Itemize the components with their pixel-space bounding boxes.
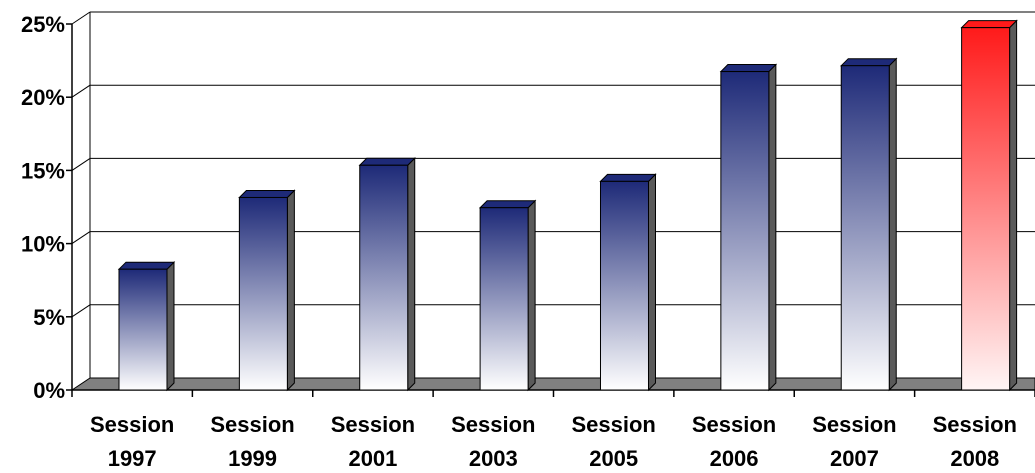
bar-front (599, 180, 649, 391)
bar-front (238, 196, 288, 391)
x-tick-label: Session (692, 412, 776, 437)
x-tick-label: Session (812, 412, 896, 437)
bar-side (286, 189, 295, 392)
bar-top (840, 58, 898, 67)
bar-front (359, 164, 409, 391)
x-tick-label: 1999 (228, 446, 277, 471)
x-tick-label: Session (451, 412, 535, 437)
bar-side (527, 199, 536, 392)
bar-side (1009, 19, 1018, 392)
x-tick-label: Session (210, 412, 294, 437)
gridline-side-10 (71, 231, 91, 245)
y-tick-label: 20% (21, 85, 65, 110)
bar-session-2003 (478, 199, 537, 392)
gridline-side-5 (71, 304, 91, 318)
x-tick-label: 2008 (950, 446, 999, 471)
x-tick-label: 2001 (348, 446, 397, 471)
bar-side (647, 173, 656, 392)
bar-session-2006 (719, 63, 778, 392)
y-tick-label: 25% (21, 12, 65, 37)
gridline-side-15 (71, 157, 91, 171)
x-tick-label: 2006 (710, 446, 759, 471)
bar-session-2008 (960, 19, 1018, 392)
gridline-side-25 (71, 11, 91, 25)
bar-top (960, 20, 1018, 29)
x-tick-label: Session (90, 412, 174, 437)
y-tick-label: 15% (21, 158, 65, 183)
bar-top (599, 173, 657, 182)
bar-top (478, 200, 537, 209)
bar-side (888, 57, 897, 392)
labels: 0% 5% 10% 15% 20% 25% Session 1997 Session 1999 Se… (21, 12, 1017, 471)
bar-session-2007 (840, 57, 898, 392)
bar-front (840, 65, 890, 391)
bar-side (166, 260, 175, 392)
bar-front (720, 71, 770, 391)
bar-side (407, 157, 416, 392)
bar-top (238, 189, 296, 198)
bar-top (719, 64, 778, 73)
bar-session-2001 (358, 157, 416, 392)
y-tick-label: 10% (21, 232, 65, 257)
bars (117, 19, 1018, 392)
x-tick-label: Session (572, 412, 656, 437)
bar-session-1997 (117, 260, 176, 392)
bar-front (479, 207, 529, 391)
bar-side (768, 63, 777, 392)
x-tick-label: Session (933, 412, 1017, 437)
gridline-side-20 (71, 84, 91, 98)
bar-session-1999 (238, 189, 296, 392)
y-tick-label: 5% (33, 305, 65, 330)
bar-top (117, 261, 176, 270)
bar-front (961, 27, 1011, 391)
x-tick-label: 2007 (830, 446, 879, 471)
bar-front (118, 268, 168, 391)
x-tick-label: 2003 (469, 446, 518, 471)
bar-session-2005 (599, 173, 657, 392)
y-tick-label: 0% (33, 378, 65, 403)
x-tick-label: Session (331, 412, 415, 437)
bar-top (358, 157, 416, 166)
x-tick-label: 2005 (589, 446, 638, 471)
x-tick-label: 1997 (108, 446, 157, 471)
